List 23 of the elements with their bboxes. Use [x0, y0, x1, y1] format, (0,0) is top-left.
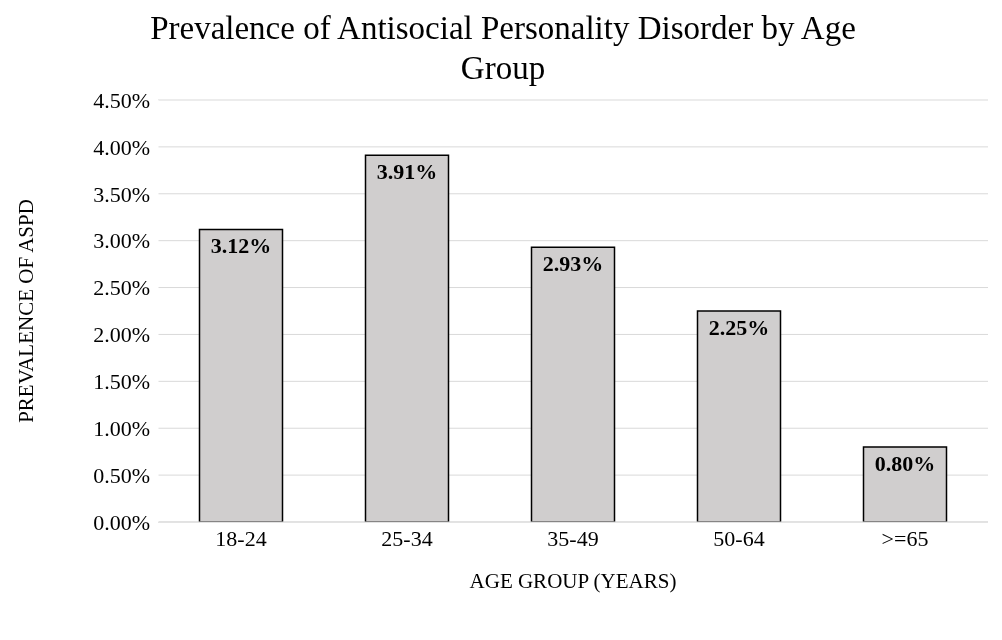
y-tick-label: 4.00% [93, 134, 150, 160]
x-tick-label: 50-64 [713, 525, 765, 551]
y-tick-label: 4.50% [93, 87, 150, 113]
y-tick-label: 1.00% [93, 416, 150, 442]
data-label: 3.91% [376, 159, 438, 185]
y-tick-label: 0.50% [93, 462, 150, 488]
data-label: 2.25% [708, 315, 770, 340]
y-tick-label: 3.00% [93, 228, 150, 254]
y-tick-label: 2.00% [93, 322, 150, 348]
y-axis-title: PREVALENCE OF ASPD [14, 199, 39, 423]
data-label: 3.12% [210, 233, 272, 259]
x-axis-title: AGE GROUP (YEARS) [469, 569, 677, 593]
x-tick-label: 35-49 [547, 525, 599, 551]
x-tick-label: >=65 [881, 525, 929, 551]
x-tick-label: 25-34 [381, 525, 433, 551]
chart-title: Prevalence of Antisocial Personality Disorder by Age Group [149, 9, 857, 88]
y-tick-label: 0.00% [93, 509, 150, 535]
data-label: 0.80% [874, 450, 936, 476]
y-tick-label: 1.50% [93, 369, 150, 395]
y-tick-label: 3.50% [93, 181, 150, 207]
x-tick-label: 18-24 [215, 525, 267, 551]
data-label: 2.93% [542, 251, 604, 277]
y-tick-label: 2.50% [93, 275, 150, 301]
